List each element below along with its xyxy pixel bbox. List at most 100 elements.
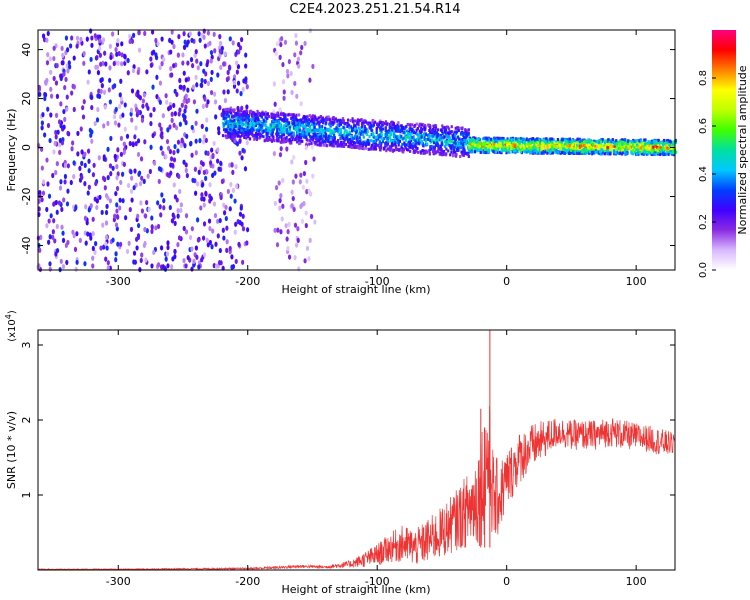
heat-cell-16	[159, 245, 164, 251]
heat-cell-3739	[482, 150, 485, 154]
heat-cell-2235	[307, 130, 311, 134]
heat-cell-861	[58, 149, 62, 155]
heat-cell-2304	[324, 127, 327, 131]
heat-cell-4486	[536, 147, 539, 151]
heat-cell-1423	[350, 138, 353, 142]
heat-cell-4070	[545, 137, 548, 141]
heat-cell-893	[156, 262, 161, 268]
heat-cell-2946	[236, 131, 239, 135]
heat-cell-1720	[346, 132, 349, 136]
snr-y-tick-label-1: 2	[20, 417, 33, 424]
heat-cell-1449	[324, 140, 327, 144]
heat-cell-1019	[308, 237, 312, 243]
heat-cell-526	[182, 257, 186, 264]
heat-cell-591	[143, 213, 148, 219]
heat-cell-2984	[359, 141, 362, 145]
heat-cell-1533	[450, 150, 453, 154]
snr-line	[37, 405, 676, 571]
heat-cell-2976	[309, 127, 312, 131]
heat-cell-4323	[629, 140, 632, 144]
heat-cell-800	[208, 160, 213, 166]
heat-cell-263	[190, 63, 195, 69]
heat-cell-3336	[624, 150, 627, 154]
heat-cell-657	[180, 137, 184, 143]
heat-cell-895	[75, 35, 80, 41]
heat-cell-1075	[290, 159, 294, 165]
heat-cell-1845	[268, 129, 272, 133]
heat-cell-626	[150, 263, 154, 269]
heat-cell-652	[223, 97, 228, 104]
heat-cell-2890	[260, 128, 263, 132]
heat-cell-1004	[295, 93, 299, 99]
heat-cell-941	[170, 264, 174, 270]
heat-cell-580	[90, 104, 94, 111]
heat-cell-2843	[358, 146, 361, 150]
heat-cell-4545	[498, 143, 501, 147]
heat-cell-2407	[440, 138, 443, 142]
heat-cell-4540	[599, 150, 602, 154]
heat-cell-2551	[457, 129, 460, 133]
heat-cell-615	[159, 212, 163, 218]
heat-cell-998	[290, 189, 294, 195]
heat-cell-4113	[549, 137, 552, 141]
heat-cell-4499	[674, 150, 677, 154]
heat-cell-4389	[547, 148, 550, 152]
heat-cell-4295	[540, 141, 543, 145]
heat-cell-4517	[528, 146, 531, 150]
heat-cell-3898	[648, 151, 651, 155]
heat-cell-2776	[238, 112, 241, 116]
heat-cell-2270	[308, 134, 312, 138]
heat-cell-761	[111, 237, 115, 243]
heat-cell-3145	[594, 143, 597, 147]
heat-cell-2599	[222, 124, 225, 128]
heat-cell-4347	[473, 150, 477, 154]
heat-cell-1848	[359, 132, 362, 136]
heat-cell-1855	[248, 119, 251, 123]
heat-cell-2953	[226, 112, 229, 116]
heat-cell-496	[204, 175, 208, 181]
heat-cell-352	[160, 36, 164, 42]
heat-cell-4332	[667, 152, 670, 156]
heat-cell-2733	[413, 150, 416, 154]
heat-cell-1657	[291, 138, 294, 142]
heat-cell-2033	[387, 140, 390, 144]
heat-cell-1038	[309, 213, 314, 220]
heat-cell-784	[126, 57, 130, 64]
heat-cell-2567	[456, 146, 459, 150]
heat-cell-1016	[294, 173, 298, 179]
heat-cell-4327	[525, 138, 528, 142]
heat-cell-2675	[302, 120, 306, 124]
heat-cell-3226	[514, 139, 517, 143]
heat-cell-196	[72, 106, 76, 113]
heat-cell-763	[189, 57, 194, 63]
heat-cell-2641	[399, 128, 402, 132]
heat-cell-4253	[469, 142, 473, 146]
heat-cell-2342	[227, 120, 230, 124]
heat-cell-1039	[299, 50, 303, 56]
heat-cell-2430	[276, 134, 279, 138]
heat-cell-896	[229, 181, 233, 188]
heat-cell-916	[143, 226, 147, 233]
heat-cell-736	[194, 138, 198, 144]
heat-cell-4404	[563, 151, 566, 155]
heat-cell-4168	[556, 137, 560, 141]
heat-cell-2348	[259, 123, 262, 127]
heat-cell-977	[286, 229, 290, 235]
heat-cell-3611	[604, 144, 607, 148]
heat-cell-2577	[269, 123, 273, 127]
heat-cell-3944	[540, 150, 543, 154]
heat-cell-707	[197, 31, 201, 37]
heat-cell-4240	[587, 146, 590, 150]
heat-cell-486	[152, 106, 156, 113]
heat-cell-3334	[514, 141, 517, 145]
heat-cell-653	[202, 68, 206, 74]
heat-cell-2547	[459, 155, 462, 159]
heat-cell-2744	[314, 132, 317, 136]
heat-cell-2846	[319, 125, 323, 129]
heat-cell-4232	[535, 147, 538, 151]
heat-cell-2393	[262, 135, 265, 139]
heat-cell-497	[37, 84, 41, 90]
heat-cell-2472	[279, 112, 283, 116]
heat-cell-2516	[431, 138, 434, 142]
